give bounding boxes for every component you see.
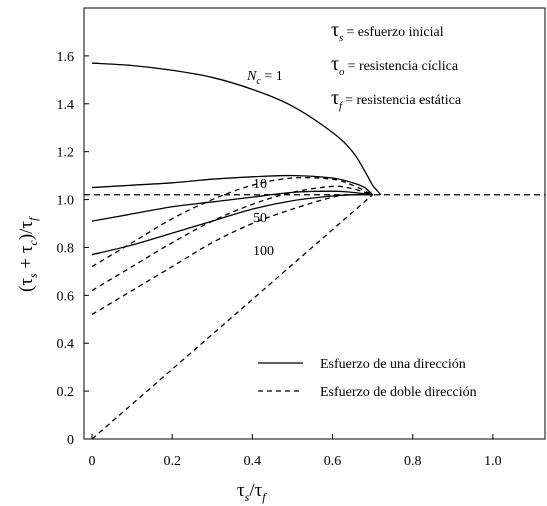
series-n100-one: [91, 194, 373, 256]
y-axis-title: (τs + τc)/τf: [16, 216, 40, 292]
series-n10-two: [91, 176, 373, 268]
annotation-n50: 50: [253, 211, 267, 226]
x-tick-label: 0.8: [404, 454, 422, 469]
y-tick-label: 1.2: [57, 146, 75, 161]
series-n100-two: [91, 193, 373, 316]
series-n50-two: [91, 185, 373, 292]
x-tick-label: 0.2: [163, 454, 181, 469]
series-n50-one: [91, 190, 373, 222]
x-tick-label: 0: [89, 454, 96, 469]
y-tick-label: 0: [67, 433, 74, 448]
legend: Esfuerzo de una dirección Esfuerzo de do…: [258, 357, 477, 400]
series-n10-one: [91, 174, 374, 196]
x-tick-label: 1.0: [484, 454, 502, 469]
ticks-layer: 0 0.2 0.4 0.6 0.8 1.0 0 0.2 0.4 0.6 0.8 1.0 1.2 1.4 1.…: [57, 50, 502, 469]
legend-label-dashed: Esfuerzo de doble dirección: [320, 385, 477, 400]
annotation-n100: 100: [253, 244, 274, 259]
series-layer: [91, 62, 382, 440]
x-axis-title: τs/τf: [237, 480, 267, 504]
y-tick-label: 0.8: [57, 241, 75, 256]
y-tick-label: 1.6: [57, 50, 75, 65]
annotation-n10: 10: [253, 177, 267, 192]
y-tick-label: 1.0: [57, 194, 75, 209]
definition-tau-f: τf = resistencia estática: [331, 87, 462, 112]
series-origin-two: [91, 194, 374, 440]
definition-tau-s: τs = esfuerzo inicial: [331, 19, 444, 44]
y-tick-label: 0.6: [57, 289, 75, 304]
series-nc1-one: [91, 62, 382, 196]
definition-tau-o: τo = resistencia cíclica: [331, 53, 459, 78]
y-tick-label: 1.4: [57, 98, 75, 113]
x-tick-label: 0.6: [324, 454, 342, 469]
x-tick-label: 0.4: [244, 454, 262, 469]
annotation-nc1: Nc = 1: [246, 69, 283, 87]
y-tick-label: 0.2: [57, 385, 75, 400]
y-tick-label: 0.4: [57, 337, 75, 352]
legend-label-solid: Esfuerzo de una dirección: [320, 357, 466, 372]
plot-frame: [83, 7, 546, 440]
